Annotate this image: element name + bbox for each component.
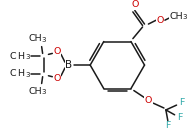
Text: CH: CH	[170, 12, 183, 21]
Text: C: C	[9, 52, 16, 61]
Text: CH: CH	[28, 87, 42, 96]
Text: F: F	[177, 113, 182, 122]
Text: H: H	[17, 52, 24, 61]
Text: O: O	[131, 0, 138, 9]
Text: F: F	[165, 121, 170, 130]
Text: B: B	[65, 60, 72, 70]
Text: O: O	[54, 47, 61, 56]
Text: O: O	[54, 74, 61, 83]
Text: 3: 3	[26, 72, 30, 78]
Text: 3: 3	[41, 89, 46, 95]
Text: O: O	[156, 16, 164, 25]
Text: C: C	[9, 69, 16, 78]
Text: 3: 3	[41, 37, 46, 43]
Text: 3: 3	[26, 54, 30, 60]
Text: H: H	[17, 69, 24, 78]
Text: CH: CH	[28, 34, 42, 43]
Text: F: F	[179, 98, 184, 107]
Text: O: O	[145, 96, 152, 105]
Text: 3: 3	[182, 14, 187, 20]
